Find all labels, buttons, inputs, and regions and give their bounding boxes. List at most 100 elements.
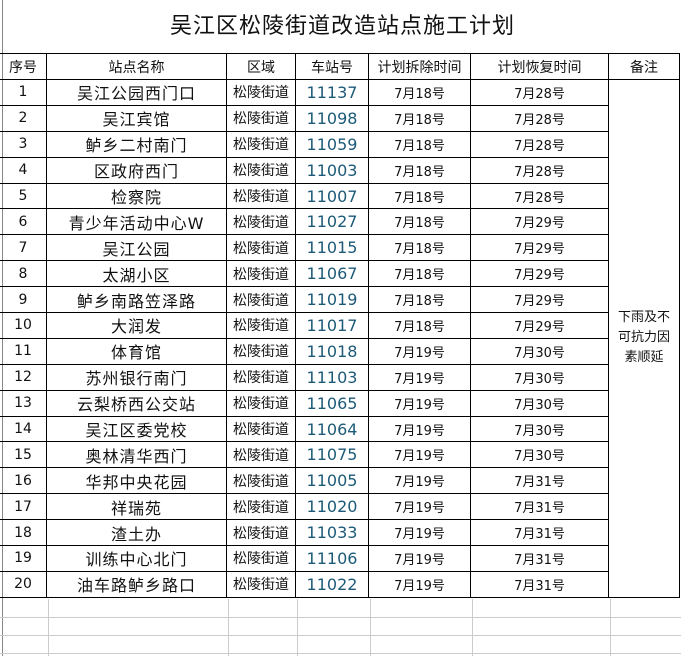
station-name-cell[interactable]: 油车路鲈乡路口 [46, 570, 227, 598]
row-number-cell[interactable]: 6 [0, 208, 47, 236]
station-id-cell[interactable]: 11003 [295, 156, 369, 184]
station-name-cell[interactable]: 大润发 [46, 312, 227, 339]
row-number-cell[interactable]: 20 [0, 570, 47, 598]
station-id-cell[interactable]: 11020 [295, 493, 369, 521]
removal-date-cell[interactable]: 7月19号 [368, 519, 471, 547]
district-cell[interactable]: 松陵街道 [226, 570, 296, 598]
column-header[interactable]: 备注 [608, 53, 680, 80]
station-name-cell[interactable]: 训练中心北门 [46, 545, 227, 572]
station-id-cell[interactable]: 11137 [295, 79, 369, 106]
station-name-cell[interactable]: 奥林清华西门 [46, 441, 227, 469]
district-cell[interactable]: 松陵街道 [226, 234, 296, 262]
station-name-cell[interactable]: 云梨桥西公交站 [46, 389, 227, 417]
station-name-cell[interactable]: 体育馆 [46, 337, 227, 365]
removal-date-cell[interactable]: 7月19号 [368, 467, 471, 495]
restore-date-cell[interactable]: 7月29号 [470, 208, 609, 236]
station-id-cell[interactable]: 11022 [295, 570, 369, 598]
station-id-cell[interactable]: 11027 [295, 208, 369, 236]
station-name-cell[interactable]: 吴江区委党校 [46, 415, 227, 443]
restore-date-cell[interactable]: 7月30号 [470, 363, 609, 391]
column-header[interactable]: 计划拆除时间 [368, 53, 471, 80]
station-id-cell[interactable]: 11065 [295, 389, 369, 417]
row-number-cell[interactable]: 2 [0, 104, 47, 132]
remark-cell[interactable]: 下雨及不可抗力因素顺延 [608, 79, 680, 598]
district-cell[interactable]: 松陵街道 [226, 337, 296, 365]
removal-date-cell[interactable]: 7月19号 [368, 570, 471, 598]
district-cell[interactable]: 松陵街道 [226, 389, 296, 417]
station-name-cell[interactable]: 华邦中央花园 [46, 467, 227, 495]
restore-date-cell[interactable]: 7月28号 [470, 156, 609, 184]
removal-date-cell[interactable]: 7月18号 [368, 130, 471, 158]
district-cell[interactable]: 松陵街道 [226, 467, 296, 495]
station-name-cell[interactable]: 鲈乡南路笠泽路 [46, 286, 227, 314]
removal-date-cell[interactable]: 7月19号 [368, 389, 471, 417]
row-number-cell[interactable]: 3 [0, 130, 47, 158]
station-name-cell[interactable]: 青少年活动中心W [46, 208, 227, 236]
row-number-cell[interactable]: 8 [0, 260, 47, 288]
row-number-cell[interactable]: 5 [0, 182, 47, 210]
restore-date-cell[interactable]: 7月31号 [470, 493, 609, 521]
district-cell[interactable]: 松陵街道 [226, 493, 296, 521]
removal-date-cell[interactable]: 7月18号 [368, 104, 471, 132]
removal-date-cell[interactable]: 7月19号 [368, 415, 471, 443]
row-number-cell[interactable]: 18 [0, 519, 47, 547]
restore-date-cell[interactable]: 7月28号 [470, 130, 609, 158]
restore-date-cell[interactable]: 7月29号 [470, 312, 609, 339]
column-header[interactable]: 计划恢复时间 [470, 53, 609, 80]
row-number-cell[interactable]: 19 [0, 545, 47, 572]
station-name-cell[interactable]: 吴江公园 [46, 234, 227, 262]
removal-date-cell[interactable]: 7月18号 [368, 234, 471, 262]
station-id-cell[interactable]: 11064 [295, 415, 369, 443]
restore-date-cell[interactable]: 7月29号 [470, 260, 609, 288]
removal-date-cell[interactable]: 7月19号 [368, 441, 471, 469]
station-id-cell[interactable]: 11075 [295, 441, 369, 469]
district-cell[interactable]: 松陵街道 [226, 79, 296, 106]
station-id-cell[interactable]: 11019 [295, 286, 369, 314]
station-id-cell[interactable]: 11005 [295, 467, 369, 495]
column-header[interactable]: 车站号 [295, 53, 369, 80]
row-number-cell[interactable]: 4 [0, 156, 47, 184]
district-cell[interactable]: 松陵街道 [226, 415, 296, 443]
row-number-cell[interactable]: 15 [0, 441, 47, 469]
district-cell[interactable]: 松陵街道 [226, 441, 296, 469]
restore-date-cell[interactable]: 7月28号 [470, 79, 609, 106]
district-cell[interactable]: 松陵街道 [226, 545, 296, 572]
restore-date-cell[interactable]: 7月28号 [470, 182, 609, 210]
restore-date-cell[interactable]: 7月30号 [470, 389, 609, 417]
station-name-cell[interactable]: 祥瑞苑 [46, 493, 227, 521]
district-cell[interactable]: 松陵街道 [226, 208, 296, 236]
row-number-cell[interactable]: 1 [0, 79, 47, 106]
district-cell[interactable]: 松陵街道 [226, 363, 296, 391]
station-name-cell[interactable]: 渣土办 [46, 519, 227, 547]
station-id-cell[interactable]: 11015 [295, 234, 369, 262]
row-number-cell[interactable]: 12 [0, 363, 47, 391]
row-number-cell[interactable]: 10 [0, 312, 47, 339]
district-cell[interactable]: 松陵街道 [226, 104, 296, 132]
station-id-cell[interactable]: 11007 [295, 182, 369, 210]
station-id-cell[interactable]: 11098 [295, 104, 369, 132]
row-number-cell[interactable]: 16 [0, 467, 47, 495]
station-name-cell[interactable]: 区政府西门 [46, 156, 227, 184]
restore-date-cell[interactable]: 7月29号 [470, 234, 609, 262]
station-name-cell[interactable]: 太湖小区 [46, 260, 227, 288]
district-cell[interactable]: 松陵街道 [226, 182, 296, 210]
column-header[interactable]: 区域 [226, 53, 296, 80]
removal-date-cell[interactable]: 7月18号 [368, 286, 471, 314]
removal-date-cell[interactable]: 7月19号 [368, 545, 471, 572]
station-id-cell[interactable]: 11106 [295, 545, 369, 572]
row-number-cell[interactable]: 13 [0, 389, 47, 417]
station-id-cell[interactable]: 11033 [295, 519, 369, 547]
district-cell[interactable]: 松陵街道 [226, 312, 296, 339]
row-number-cell[interactable]: 7 [0, 234, 47, 262]
removal-date-cell[interactable]: 7月18号 [368, 79, 471, 106]
removal-date-cell[interactable]: 7月19号 [368, 363, 471, 391]
restore-date-cell[interactable]: 7月30号 [470, 337, 609, 365]
restore-date-cell[interactable]: 7月31号 [470, 519, 609, 547]
row-number-cell[interactable]: 11 [0, 337, 47, 365]
station-id-cell[interactable]: 11067 [295, 260, 369, 288]
station-name-cell[interactable]: 苏州银行南门 [46, 363, 227, 391]
removal-date-cell[interactable]: 7月19号 [368, 337, 471, 365]
station-name-cell[interactable]: 吴江公园西门口 [46, 79, 227, 106]
column-header[interactable]: 序号 [0, 53, 47, 80]
station-id-cell[interactable]: 11059 [295, 130, 369, 158]
